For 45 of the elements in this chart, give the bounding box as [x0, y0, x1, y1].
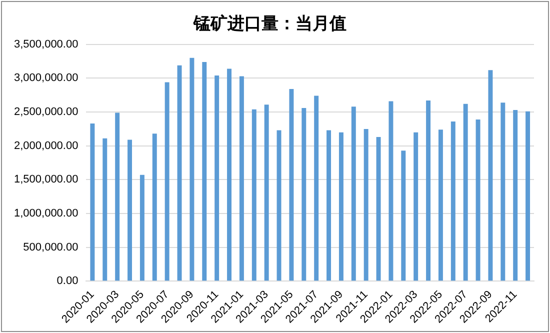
- bar: [388, 101, 394, 281]
- bar: [500, 102, 506, 281]
- bar: [450, 122, 456, 281]
- bar: [164, 82, 170, 281]
- bar: [90, 124, 95, 281]
- bar: [140, 174, 144, 281]
- bar: [314, 96, 319, 281]
- y-tick-label: 500,000.00: [23, 241, 78, 254]
- chart-title: 锰矿进口量：当月值: [192, 14, 346, 33]
- y-tick-label: 1,000,000.00: [14, 208, 78, 220]
- bar: [414, 132, 418, 281]
- bar: [276, 130, 282, 281]
- bar: [488, 70, 493, 281]
- bar: [326, 130, 332, 281]
- bar: [239, 76, 244, 281]
- bar: [115, 112, 120, 281]
- bar: [177, 65, 182, 281]
- bar: [376, 137, 381, 281]
- bar: [476, 119, 480, 281]
- bar: [302, 108, 306, 281]
- bar: [252, 109, 256, 281]
- y-tick-label: 2,000,000.00: [14, 140, 78, 152]
- y-tick-label: 2,500,000.00: [14, 106, 78, 118]
- bar: [152, 134, 157, 281]
- y-tick-label: 0.00: [56, 275, 78, 288]
- y-tick-label: 3,500,000.00: [14, 38, 78, 50]
- bar: [128, 140, 132, 281]
- bar: [426, 100, 431, 281]
- bar: [364, 128, 368, 281]
- bar: [190, 58, 194, 281]
- bar: [227, 68, 232, 281]
- bar: [401, 150, 406, 281]
- bar: [338, 132, 344, 281]
- bar: [264, 104, 269, 281]
- y-tick-label: 1,500,000.00: [14, 174, 78, 186]
- bar: [351, 106, 356, 281]
- bar: [526, 111, 530, 281]
- bar: [463, 104, 468, 281]
- bar: [202, 62, 207, 281]
- bar: [102, 138, 108, 281]
- bar: [513, 110, 518, 281]
- bar: [214, 76, 220, 281]
- bar: [438, 130, 443, 281]
- bar: [289, 89, 294, 281]
- y-tick-label: 3,000,000.00: [14, 72, 78, 84]
